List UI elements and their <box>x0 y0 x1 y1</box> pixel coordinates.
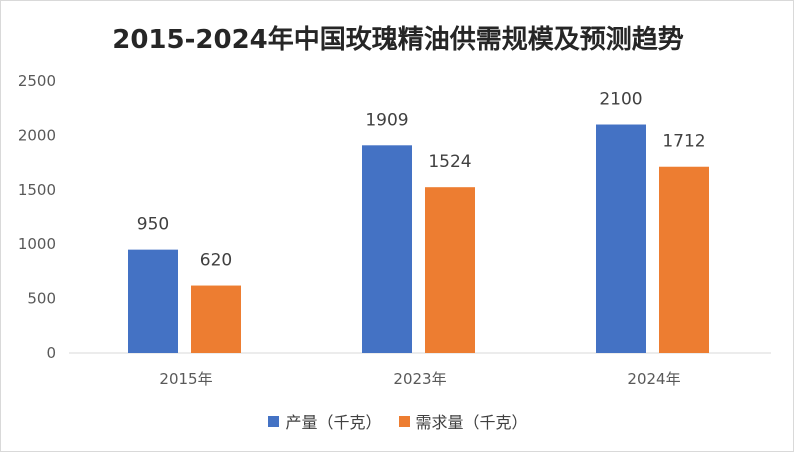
data-label: 1712 <box>662 132 705 152</box>
data-label: 2100 <box>599 90 642 110</box>
bar[interactable] <box>425 187 475 353</box>
chart-title: 2015-2024年中国玫瑰精油供需规模及预测趋势 <box>112 25 684 55</box>
data-label: 950 <box>137 215 169 235</box>
y-tick-label: 0 <box>46 344 56 362</box>
data-label: 1524 <box>428 152 471 172</box>
bar[interactable] <box>362 145 412 353</box>
data-label: 620 <box>200 251 232 271</box>
legend-item-production[interactable]: 产量（千克） <box>268 409 381 433</box>
legend: 产量（千克） 需求量（千克） <box>1 409 793 433</box>
y-tick-label: 500 <box>27 290 56 308</box>
bar[interactable] <box>191 285 241 353</box>
data-label: 1909 <box>365 110 408 130</box>
x-tick-label: 2024年 <box>627 370 680 388</box>
y-tick-label: 1500 <box>18 181 56 199</box>
legend-item-demand[interactable]: 需求量（千克） <box>398 409 528 433</box>
y-tick-label: 2500 <box>18 72 56 90</box>
legend-label: 产量（千克） <box>285 413 382 432</box>
bar[interactable] <box>128 249 178 353</box>
legend-swatch <box>268 415 280 427</box>
x-tick-label: 2015年 <box>159 370 212 388</box>
y-tick-label: 2000 <box>18 126 56 144</box>
bar[interactable] <box>596 124 646 354</box>
legend-label: 需求量（千克） <box>415 413 528 432</box>
x-tick-label: 2023年 <box>393 370 446 388</box>
bar[interactable] <box>659 166 709 353</box>
legend-swatch <box>398 415 410 427</box>
y-tick-label: 1000 <box>18 235 56 253</box>
